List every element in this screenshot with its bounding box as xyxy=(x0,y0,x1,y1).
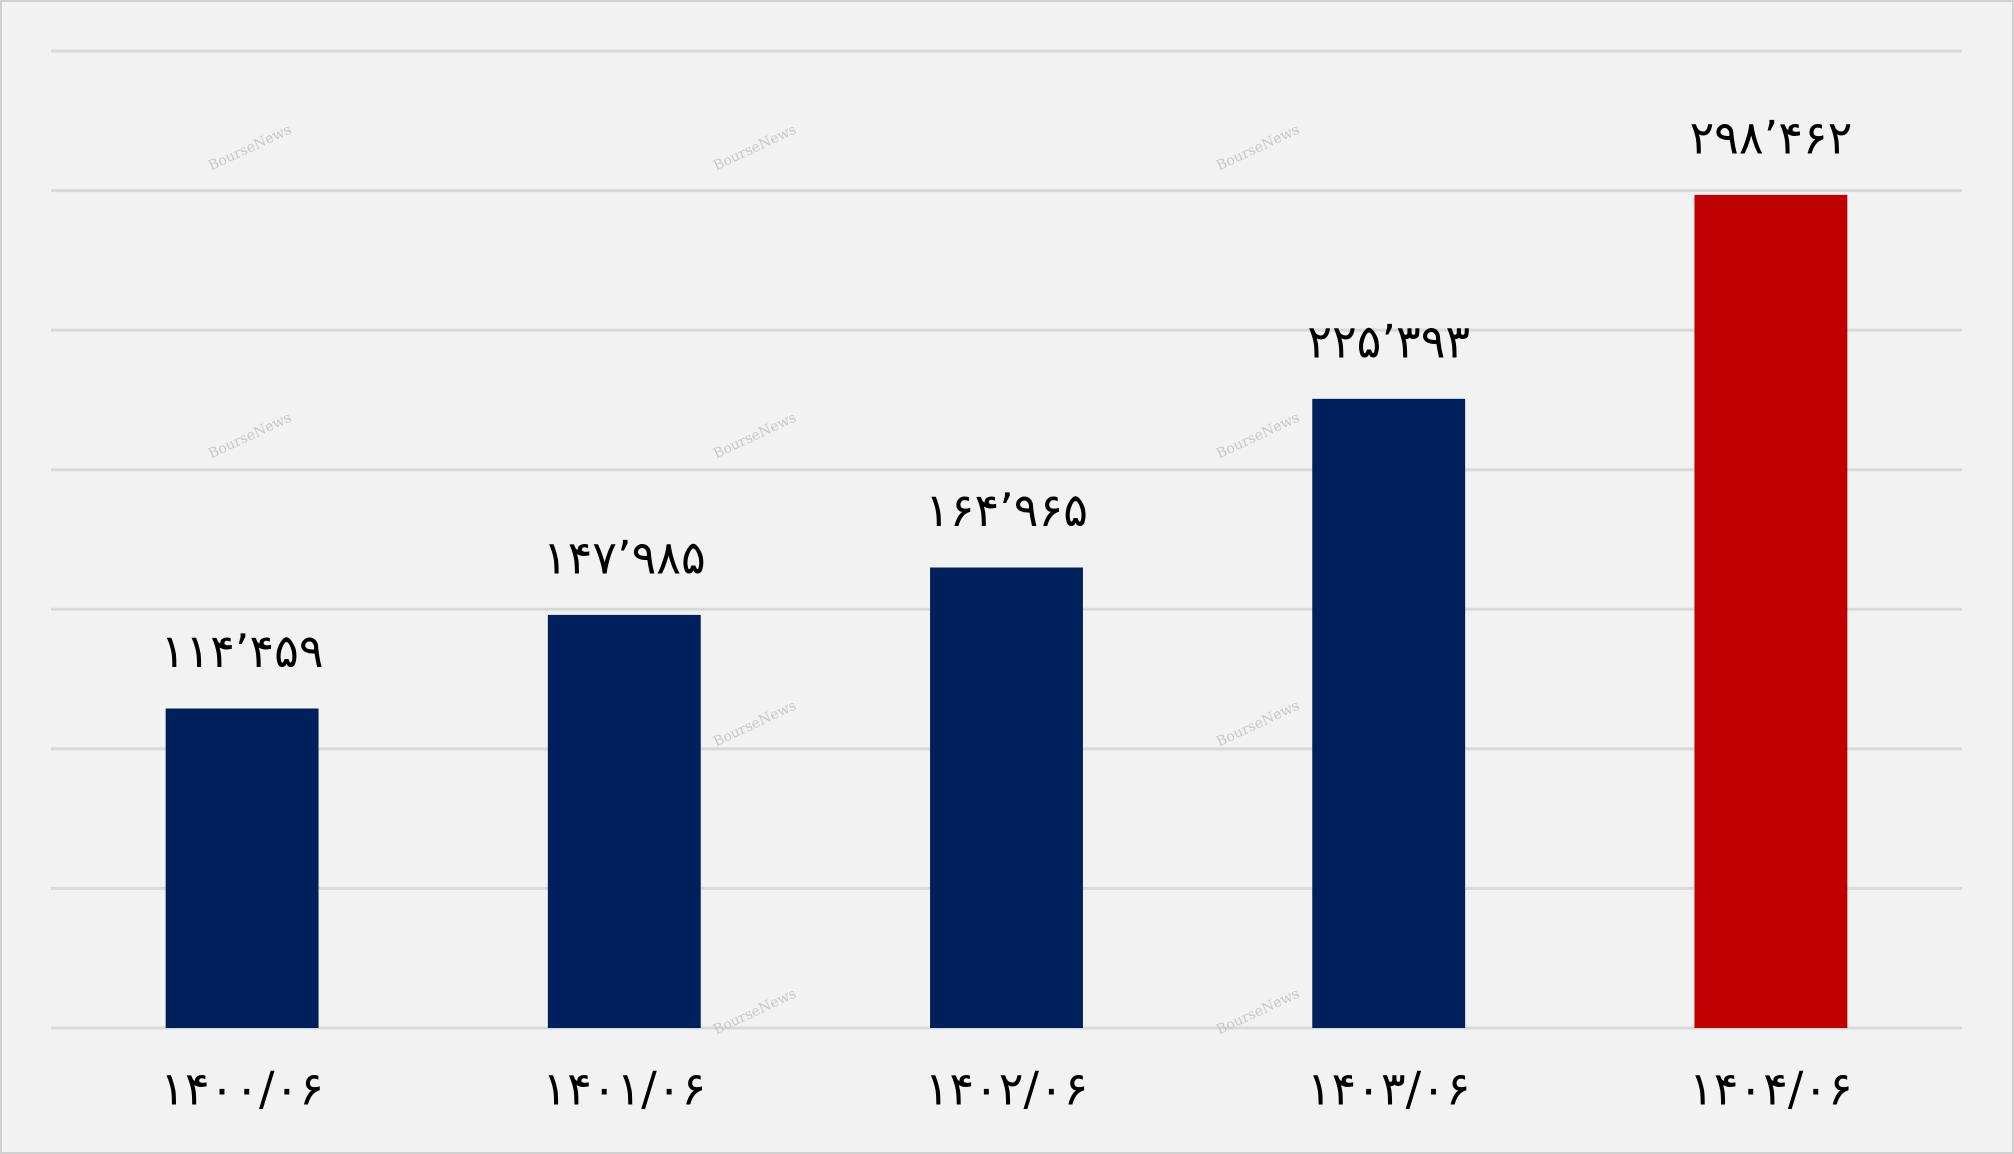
x-tick-label: ۱۴۰۰/۰۶ xyxy=(160,1062,324,1116)
bar xyxy=(930,567,1083,1028)
x-tick-label: ۱۴۰۲/۰۶ xyxy=(925,1062,1089,1116)
bar xyxy=(1694,194,1848,1029)
bar xyxy=(547,614,701,1028)
value-label: ۲۹۸’۴۶۲ xyxy=(1689,110,1852,164)
bar xyxy=(1312,398,1466,1028)
x-tick-label: ۱۴۰۱/۰۶ xyxy=(542,1062,706,1116)
value-label: ۱۴۷’۹۸۵ xyxy=(543,530,706,584)
bar xyxy=(165,708,319,1028)
value-label: ۲۲۵’۳۹۳ xyxy=(1307,314,1470,368)
value-label: ۱۱۴’۴۵۹ xyxy=(161,624,324,678)
value-label: ۱۶۴’۹۶۵ xyxy=(925,483,1088,537)
x-tick-label: ۱۴۰۳/۰۶ xyxy=(1307,1062,1471,1116)
x-tick-label: ۱۴۰۴/۰۶ xyxy=(1689,1062,1853,1116)
